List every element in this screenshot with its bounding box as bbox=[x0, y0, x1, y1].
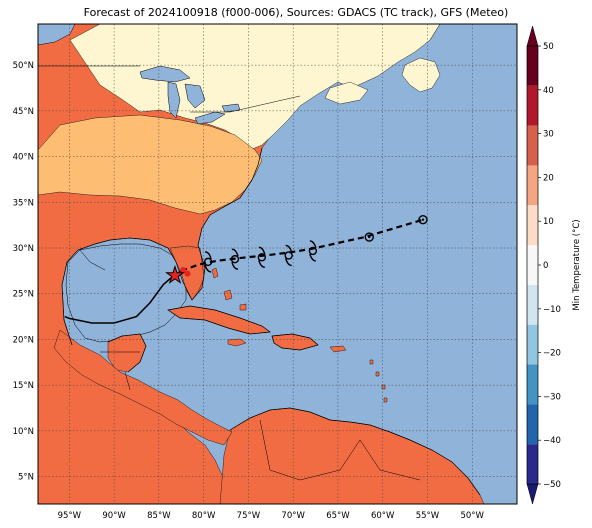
colorbar-tick-label: −30 bbox=[543, 392, 561, 402]
hurricane-symbol-icon bbox=[257, 246, 267, 269]
colorbar-band bbox=[527, 284, 538, 325]
lon-tick-label: 50°W bbox=[460, 511, 484, 521]
colorbar-tick-label: 0 bbox=[543, 261, 548, 271]
lon-tick-label: 85°W bbox=[147, 511, 171, 521]
lat-tick-label: 25°N bbox=[13, 290, 34, 300]
longitude-labels: 95°W 90°W 85°W 80°W 75°W 70°W 65°W 60°W 55°W 50°W bbox=[58, 511, 485, 521]
lon-tick-label: 75°W bbox=[237, 511, 261, 521]
colorbar-band bbox=[527, 404, 538, 445]
hurricane-symbol-icon bbox=[203, 251, 213, 273]
observed-track-line bbox=[64, 270, 182, 324]
map-frame bbox=[37, 23, 518, 505]
colorbar-band bbox=[527, 324, 538, 365]
storm-track-layer: ★ bbox=[64, 214, 428, 324]
land-jamaica bbox=[227, 338, 247, 347]
colorbar-tick-label: 20 bbox=[543, 173, 554, 183]
lon-tick-label: 90°W bbox=[102, 511, 126, 521]
colorbar-tick-label: −40 bbox=[543, 436, 561, 446]
track-point-dot bbox=[184, 270, 191, 277]
colorbar-band bbox=[527, 205, 538, 246]
track-point-dot bbox=[180, 266, 187, 273]
colorbar-band bbox=[527, 85, 538, 126]
colorbar-band bbox=[527, 444, 538, 484]
colorbar-band bbox=[527, 125, 538, 166]
lon-tick-label: 80°W bbox=[192, 511, 216, 521]
colorbar-tick-label: 30 bbox=[543, 130, 554, 140]
hurricane-symbol-icon bbox=[308, 240, 318, 262]
lat-tick-label: 50°N bbox=[13, 61, 34, 71]
lake-erie bbox=[194, 111, 226, 125]
lon-tick-label: 70°W bbox=[281, 511, 305, 521]
colorbar-title: Min Temperature (°C) bbox=[572, 219, 582, 310]
land-canada-cool bbox=[69, 24, 441, 151]
map-title: Forecast of 2024100918 (f000-006), Sourc… bbox=[83, 6, 509, 19]
latitude-labels: 50°N 45°N 40°N 35°N 30°N 25°N 20°N 15°N 10°N 5°N bbox=[13, 61, 34, 482]
lat-tick-label: 20°N bbox=[13, 335, 34, 345]
lake-superior bbox=[139, 65, 191, 83]
colorbar-tick-label: 40 bbox=[543, 86, 554, 96]
lat-tick-label: 35°N bbox=[13, 198, 34, 208]
colorbar-band bbox=[527, 245, 538, 285]
colorbar-tick-label: −10 bbox=[543, 305, 561, 315]
lat-tick-label: 40°N bbox=[13, 153, 34, 163]
hurricane-symbol-icon bbox=[284, 244, 293, 267]
colorbar-extend-top bbox=[526, 25, 539, 47]
colorbar-tick-label: 10 bbox=[543, 217, 554, 227]
lake-michigan bbox=[167, 81, 181, 119]
colorbar-extend-bottom bbox=[526, 483, 539, 505]
lake-ontario bbox=[221, 103, 241, 113]
lon-tick-label: 65°W bbox=[326, 511, 350, 521]
colorbar: 50 40 30 20 10 0 −10 −20 −30 −40 −50 Min Temperatur… bbox=[526, 25, 582, 505]
hudson-bay-water bbox=[38, 24, 76, 46]
land-bahamas bbox=[211, 267, 247, 311]
colorbar-tick-label: −50 bbox=[543, 480, 561, 490]
graticule-grid bbox=[38, 24, 517, 504]
land-central-america bbox=[53, 329, 233, 446]
lon-tick-label: 55°W bbox=[416, 511, 440, 521]
lat-tick-label: 10°N bbox=[13, 427, 34, 437]
lat-tick-label: 45°N bbox=[13, 107, 34, 117]
low-pressure-symbol-icon bbox=[418, 214, 428, 225]
colorbar-band bbox=[527, 46, 538, 86]
colorbar-band bbox=[527, 364, 538, 405]
lake-huron bbox=[184, 83, 206, 109]
land-newfoundland bbox=[401, 57, 441, 93]
colorbar-tick-label: −20 bbox=[543, 349, 561, 359]
lat-tick-label: 30°N bbox=[13, 244, 34, 254]
lat-tick-label: 15°N bbox=[13, 381, 34, 391]
colorbar-tick-label: 50 bbox=[543, 42, 554, 52]
lat-tick-label: 5°N bbox=[18, 473, 34, 483]
colorbar-band bbox=[527, 165, 538, 206]
lon-tick-label: 60°W bbox=[371, 511, 395, 521]
land-puerto-rico bbox=[329, 345, 347, 353]
lon-tick-label: 95°W bbox=[58, 511, 82, 521]
hurricane-symbol-icon bbox=[230, 248, 240, 270]
low-pressure-symbol-icon bbox=[364, 232, 374, 242]
land-lesser-antilles bbox=[369, 359, 388, 403]
coastlines bbox=[61, 147, 481, 496]
current-position-star-icon: ★ bbox=[165, 263, 185, 288]
land-nova-scotia bbox=[324, 81, 369, 105]
